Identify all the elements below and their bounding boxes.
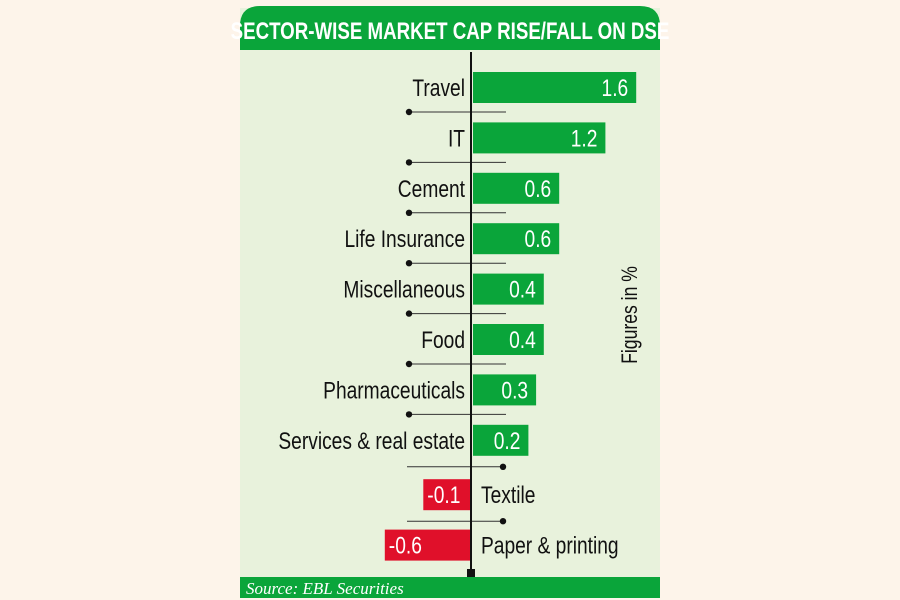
separator-dot — [499, 518, 507, 525]
axis-end-marker — [467, 569, 475, 577]
value-label: -0.6 — [389, 532, 422, 560]
separator-dot — [405, 260, 413, 267]
bar — [423, 479, 471, 511]
separator-dot — [405, 360, 413, 368]
value-label: 0.2 — [494, 427, 521, 455]
bar — [473, 324, 544, 355]
category-label: IT — [448, 124, 465, 152]
bar — [473, 374, 537, 406]
value-label: 0.4 — [509, 276, 536, 304]
category-label: Food — [421, 326, 465, 354]
bar — [473, 122, 606, 154]
bar — [473, 72, 637, 103]
value-label: 0.3 — [501, 376, 528, 404]
category-label: Paper & printing — [481, 532, 619, 560]
category-label: Miscellaneous — [343, 276, 465, 304]
value-label: 0.4 — [509, 326, 536, 354]
bar — [473, 424, 529, 456]
bar — [473, 223, 560, 255]
separator-dot — [405, 411, 413, 418]
separator-dot — [405, 159, 413, 166]
category-label: Life Insurance — [344, 225, 465, 253]
value-label: 0.6 — [525, 225, 552, 253]
bar — [473, 273, 544, 305]
bar — [473, 172, 560, 204]
category-label: Textile — [481, 481, 535, 509]
separator-dot — [405, 209, 413, 216]
separator-dot — [499, 463, 507, 470]
value-label: 0.6 — [525, 175, 552, 203]
value-label: 1.2 — [571, 124, 598, 152]
separator-dot — [405, 310, 413, 317]
value-label: 1.6 — [602, 74, 629, 102]
unit-note: Figures in % — [618, 266, 642, 364]
category-label: Cement — [398, 175, 465, 203]
chart-title: SECTOR-WISE MARKET CAP RISE/FALL ON DSE — [231, 18, 670, 45]
header-bar — [240, 6, 660, 50]
footer-bar — [240, 577, 660, 598]
category-label: Travel — [412, 74, 465, 102]
category-label: Services & real estate — [278, 427, 465, 455]
category-label: Pharmaceuticals — [323, 376, 465, 404]
source-note: Source: EBL Securities — [246, 579, 404, 598]
separator-dot — [405, 108, 413, 116]
bar — [384, 529, 471, 561]
value-label: -0.1 — [427, 481, 460, 509]
